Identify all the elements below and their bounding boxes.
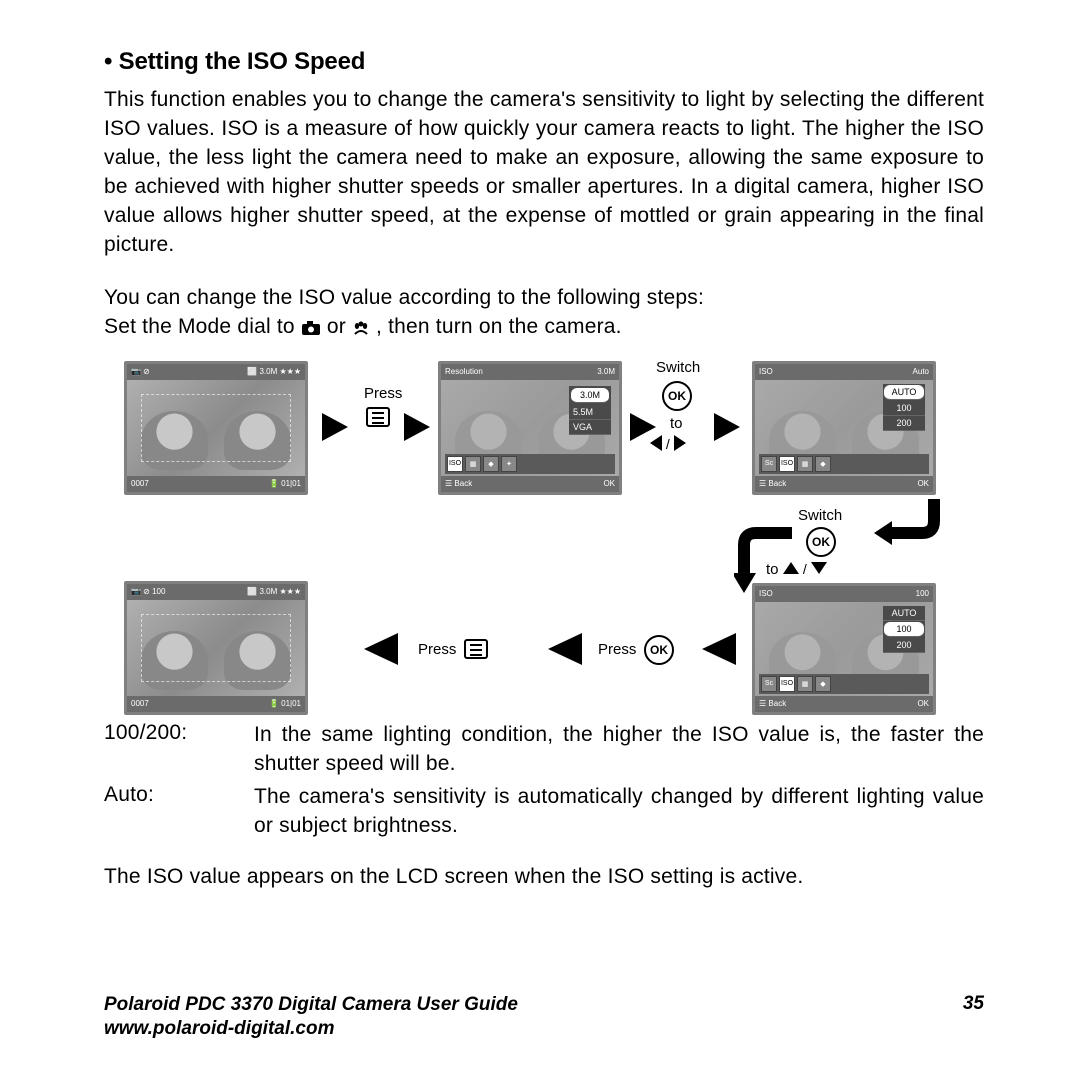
steps-line2-c: , then turn on the camera. [376,315,622,338]
press-label-2: Press [418,641,456,658]
screen-liveview-final: 📷 ⊘ 100⬜ 3.0M ★★★ 0007🔋 01|01 [124,581,308,715]
section-heading: Setting the ISO Speed [104,48,984,76]
screen-resolution-menu: Resolution3.0M 3.0M 5.5M VGA ISO▦◆✦ ☰ Ba… [438,361,622,495]
final-note: The ISO value appears on the LCD screen … [104,865,984,889]
camera-icon [301,316,321,345]
arrow-right-3 [630,413,656,441]
arrow-left-2 [548,633,582,665]
arrow-right-2 [404,413,430,441]
footer-url: www.polaroid-digital.com [104,1018,334,1039]
steps-intro: You can change the ISO value according t… [104,284,984,345]
arrow-right-1 [322,413,348,441]
to-label-1: to [670,415,683,432]
switch-label-2: Switch [798,507,842,524]
page-footer: Polaroid PDC 3370 Digital Camera User Gu… [104,993,984,1042]
curve-arrow-down [874,495,944,545]
steps-line2-a: Set the Mode dial to [104,315,301,338]
macro-flower-icon [352,316,370,345]
def-term-auto: Auto: [104,783,254,841]
steps-line2-b: or [327,315,352,338]
steps-line1: You can change the ISO value according t… [104,286,704,309]
switch-label-1: Switch [656,359,700,376]
def-term-100-200: 100/200: [104,721,254,779]
footer-page-number: 35 [963,993,984,1015]
def-desc-auto: The camera's sensitivity is automaticall… [254,783,984,841]
screen-iso-menu-auto: ISOAuto AUTO 100 200 ScISO▦◆ ☰ BackOK [752,361,936,495]
footer-guide-title: Polaroid PDC 3370 Digital Camera User Gu… [104,994,518,1015]
ok-button-icon-3: OK [644,635,674,665]
def-desc-100-200: In the same lighting condition, the high… [254,721,984,779]
arrow-left-3 [364,633,398,665]
intro-paragraph: This function enables you to change the … [104,86,984,260]
screen-liveview-initial: 📷 ⊘⬜ 3.0M ★★★ 0007🔋 01|01 [124,361,308,495]
arrow-left-1 [702,633,736,665]
press-label-1: Press [364,385,402,402]
screen-iso-menu-100: ISO100 AUTO 100 200 ScISO▦◆ ☰ BackOK [752,583,936,715]
workflow-diagram: 📷 ⊘⬜ 3.0M ★★★ 0007🔋 01|01 Press Resoluti… [104,355,964,715]
menu-icon-2 [464,639,488,659]
menu-icon [366,407,390,427]
iso-definitions: 100/200: In the same lighting condition,… [104,721,984,841]
ok-button-icon-2: OK [806,527,836,557]
arrow-right-4 [714,413,740,441]
ok-button-icon-1: OK [662,381,692,411]
press-label-3: Press [598,641,636,658]
